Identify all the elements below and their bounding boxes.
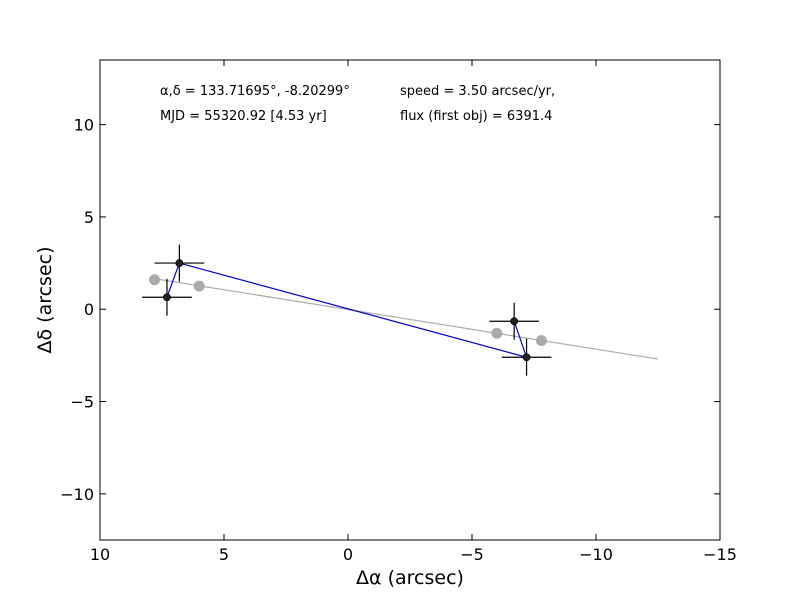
y-axis-ticks: 10 5 0 −5 −10 <box>60 116 720 504</box>
observed-point-3 <box>510 317 519 326</box>
observed-point-1 <box>163 293 171 302</box>
observed-point-4 <box>522 353 531 362</box>
model-point-1 <box>149 274 161 286</box>
y-tick-label-1: 5 <box>84 208 94 227</box>
y-axis-label: Δδ (arcsec) <box>34 246 56 353</box>
x-tick-label-0: 10 <box>90 545 110 564</box>
x-tick-label-1: 5 <box>219 545 229 564</box>
y-tick-label-0: 10 <box>74 116 94 135</box>
observed-points-layer <box>142 244 552 376</box>
model-line <box>149 277 659 360</box>
x-tick-label-4: −10 <box>579 545 613 564</box>
x-tick-label-5: −15 <box>703 545 737 564</box>
observed-point-group-3 <box>489 302 539 340</box>
y-tick-label-4: −10 <box>60 485 94 504</box>
annotation-speed: speed = 3.50 arcsec/yr, <box>400 84 555 99</box>
plot-frame <box>99 59 721 541</box>
observed-point-2 <box>175 259 184 267</box>
observed-point-group-2 <box>154 244 205 282</box>
observed-point-group-1 <box>142 278 192 316</box>
annotation-coords: α,δ = 133.71695°, -8.20299° <box>160 84 350 99</box>
plot-area <box>100 60 720 540</box>
model-point-2 <box>193 280 205 292</box>
model-point-4 <box>535 335 547 347</box>
y-tick-label-2: 0 <box>84 300 94 319</box>
observed-path-layer <box>166 262 528 359</box>
model-point-3 <box>491 327 503 339</box>
x-tick-label-2: 0 <box>343 545 353 564</box>
model-layer <box>149 274 659 360</box>
x-axis-ticks: 10 5 0 −5 −10 −15 <box>90 60 737 564</box>
x-axis-label: Δα (arcsec) <box>356 567 464 589</box>
plot-background <box>100 60 720 540</box>
observed-point-group-4 <box>501 338 552 376</box>
x-tick-label-3: −5 <box>460 545 484 564</box>
y-tick-label-3: −5 <box>70 393 94 412</box>
annotation-mjd: MJD = 55320.92 [4.53 yr] <box>160 109 327 124</box>
observed-path-line <box>166 262 528 359</box>
annotation-flux: flux (first obj) = 6391.4 <box>400 109 552 124</box>
